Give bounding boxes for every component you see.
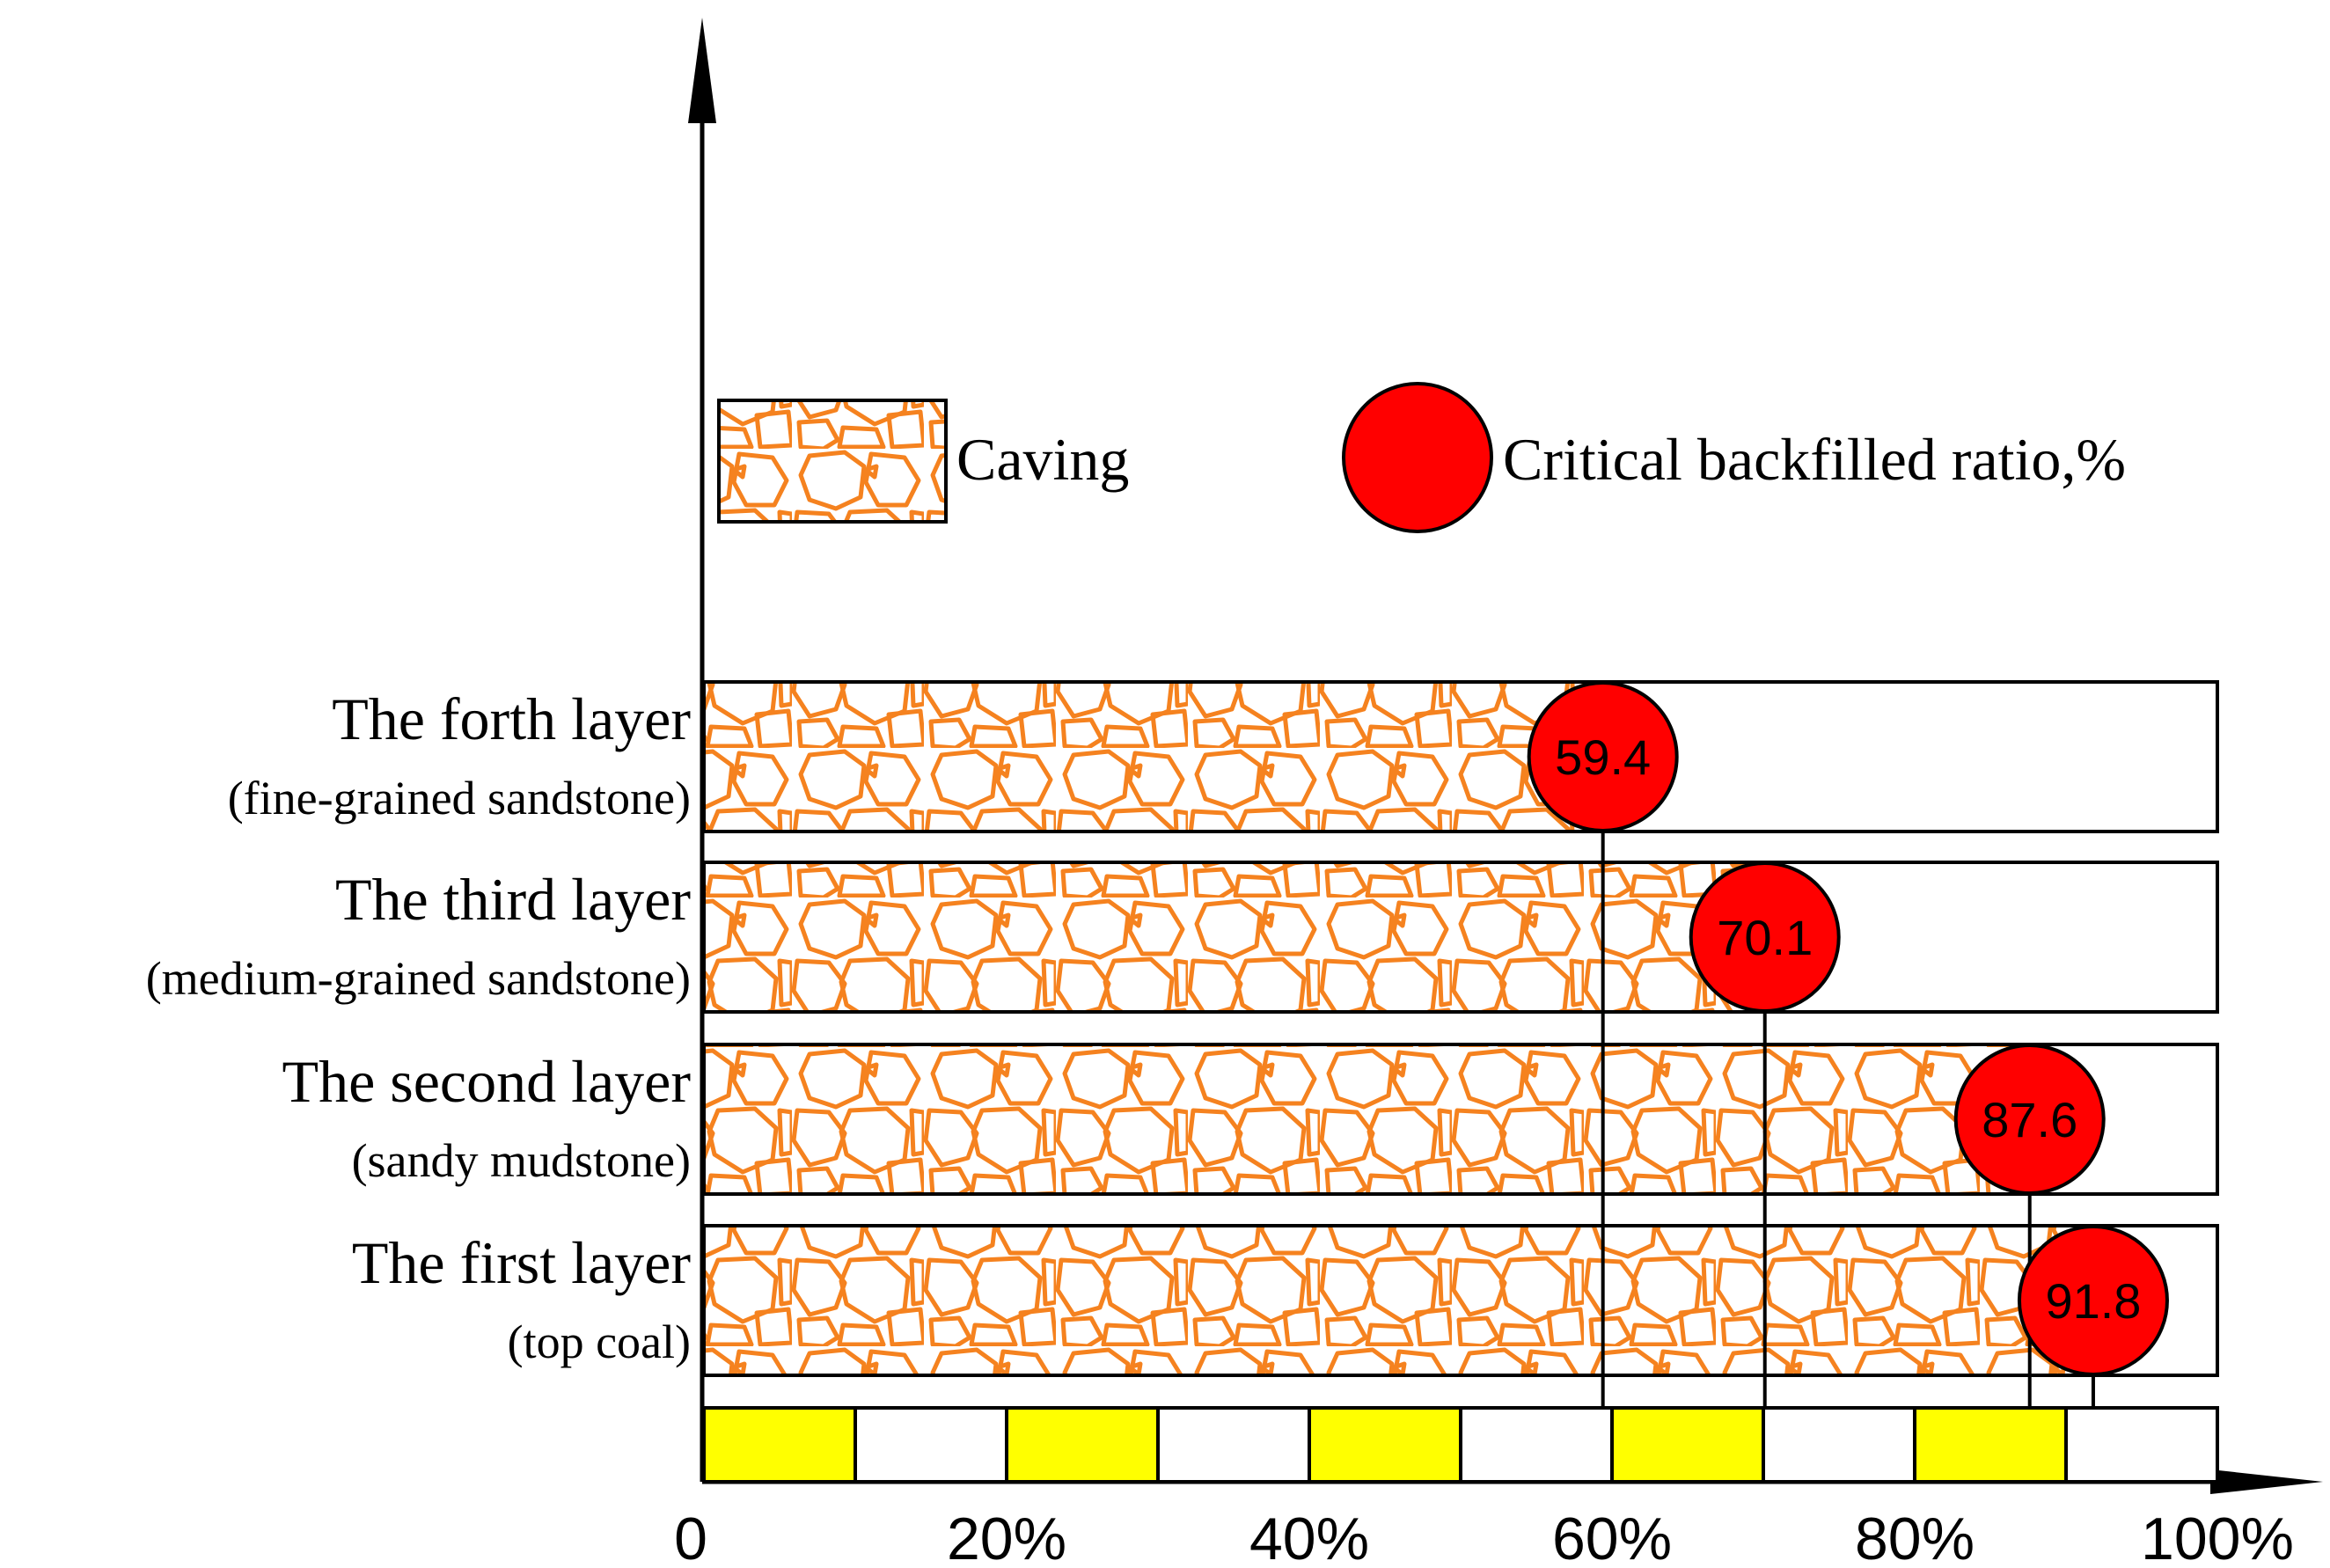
scale-segment — [1913, 1406, 2068, 1484]
ratio-marker — [1953, 1044, 2106, 1195]
scale-segment — [2064, 1406, 2219, 1484]
legend-ratio-swatch — [1342, 382, 1493, 533]
scale-segment — [1459, 1406, 1614, 1484]
scale-segment — [1762, 1406, 1916, 1484]
scale-segment — [702, 1406, 857, 1484]
ratio-value-label: 91.8 — [2045, 1273, 2141, 1329]
legend-caving-label: Caving — [956, 426, 1129, 493]
scale-segment — [1156, 1406, 1311, 1484]
scale-bar — [702, 1406, 2219, 1484]
bar-border — [702, 861, 2219, 1014]
category-sublabel: (fine-grained sandstone) — [228, 772, 691, 824]
category-labels: The forth layer (fine-grained sandstone) T… — [146, 685, 692, 1368]
category-sublabel: (medium-grained sandstone) — [146, 952, 691, 1005]
x-tick-labels: 0 20% 40% 60% 80% 100% — [674, 1506, 2294, 1568]
category-label: The third layer — [335, 866, 691, 933]
caving-bar — [706, 1046, 2030, 1192]
caving-bar — [706, 1227, 2093, 1374]
category-sublabel: (sandy mudstone) — [352, 1134, 691, 1187]
x-axis-arrow — [2210, 1469, 2323, 1494]
y-axis-arrow — [688, 18, 716, 123]
x-tick-label: 80% — [1855, 1506, 1975, 1568]
x-tick-label: 60% — [1552, 1506, 1672, 1568]
caving-bar — [706, 864, 1765, 1010]
bar-border — [702, 680, 2219, 833]
caving-bar — [706, 684, 1603, 830]
ratio-value-label: 59.4 — [1555, 729, 1651, 785]
x-tick-label: 40% — [1249, 1506, 1369, 1568]
scale-segment — [1610, 1406, 1765, 1484]
x-tick-label: 0 — [674, 1506, 707, 1568]
legend-caving-swatch — [717, 399, 948, 524]
bar-border — [702, 1043, 2219, 1196]
x-tick-label: 20% — [947, 1506, 1066, 1568]
ratio-marker — [1689, 861, 1841, 1013]
category-label: The first layer — [352, 1229, 692, 1296]
category-label: The second layer — [282, 1048, 692, 1115]
ratio-value-label: 70.1 — [1717, 910, 1813, 965]
scale-segment — [1005, 1406, 1160, 1484]
legend-ratio-label: Critical backfilled ratio,% — [1503, 426, 2126, 493]
category-sublabel: (top coal) — [508, 1315, 691, 1368]
scale-segment — [1308, 1406, 1462, 1484]
legend: Caving Critical backfilled ratio,% — [717, 382, 2126, 533]
bar-border — [702, 1224, 2219, 1377]
bars: 59.4 70.1 87.6 91.8 — [702, 680, 2219, 1408]
scale-segment — [854, 1406, 1008, 1484]
category-label: The forth layer — [332, 685, 691, 752]
x-tick-label: 100% — [2141, 1506, 2294, 1568]
ratio-marker — [1527, 681, 1679, 832]
ratio-value-label: 87.6 — [1982, 1092, 2077, 1147]
ratio-marker — [2017, 1225, 2169, 1376]
